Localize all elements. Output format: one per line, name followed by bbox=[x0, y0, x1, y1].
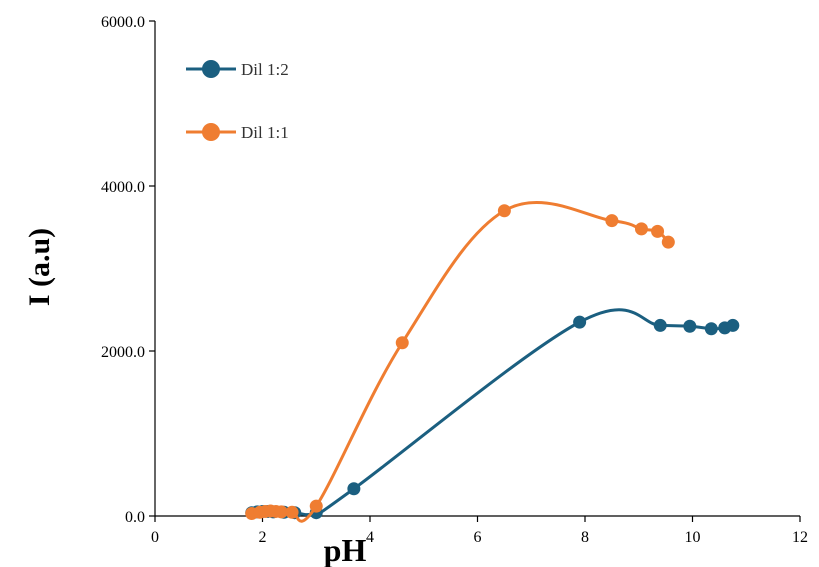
x-tick-label: 10 bbox=[685, 529, 701, 546]
x-tick-label: 8 bbox=[581, 529, 589, 546]
data-point bbox=[653, 318, 667, 332]
data-point bbox=[634, 222, 648, 236]
data-point bbox=[661, 235, 675, 249]
x-tick-label: 0 bbox=[151, 529, 159, 546]
y-tick-label: 2000.0 bbox=[101, 344, 145, 361]
legend-label: Dil 1:1 bbox=[241, 123, 289, 142]
data-point bbox=[347, 482, 361, 496]
data-point bbox=[651, 224, 665, 238]
y-tick-label: 4000.0 bbox=[101, 179, 145, 196]
series-1 bbox=[245, 201, 675, 523]
data-point bbox=[605, 214, 619, 228]
y-tick-label: 6000.0 bbox=[101, 14, 145, 31]
data-point bbox=[704, 322, 718, 336]
series-line bbox=[251, 308, 734, 517]
data-point bbox=[309, 499, 323, 513]
x-tick-label: 2 bbox=[259, 529, 267, 546]
series-0 bbox=[245, 308, 740, 520]
data-point bbox=[497, 204, 511, 218]
x-tick-label: 6 bbox=[474, 529, 482, 546]
x-tick-label: 12 bbox=[792, 529, 808, 546]
x-axis-title: pH bbox=[324, 532, 367, 567]
data-point bbox=[274, 505, 288, 519]
data-point bbox=[573, 315, 587, 329]
y-axis-title: I (a.u) bbox=[23, 228, 56, 306]
data-point bbox=[285, 505, 299, 519]
x-tick-label: 4 bbox=[366, 529, 374, 546]
data-point bbox=[726, 318, 740, 332]
legend-item: Dil 1:1 bbox=[186, 123, 289, 142]
data-point bbox=[683, 319, 697, 333]
legend-item: Dil 1:2 bbox=[186, 60, 289, 79]
data-point bbox=[395, 336, 409, 350]
series-line bbox=[251, 201, 670, 523]
legend-label: Dil 1:2 bbox=[241, 60, 289, 79]
axes: 0 2 4 6 8 10 12 0.0 2000.0 4000.0 6000.0 bbox=[101, 14, 808, 546]
legend-marker bbox=[202, 123, 220, 141]
series-layer bbox=[245, 201, 740, 523]
y-tick-label: 0.0 bbox=[125, 509, 145, 526]
legend-marker bbox=[202, 60, 220, 78]
legend: Dil 1:2 Dil 1:1 bbox=[186, 60, 289, 142]
